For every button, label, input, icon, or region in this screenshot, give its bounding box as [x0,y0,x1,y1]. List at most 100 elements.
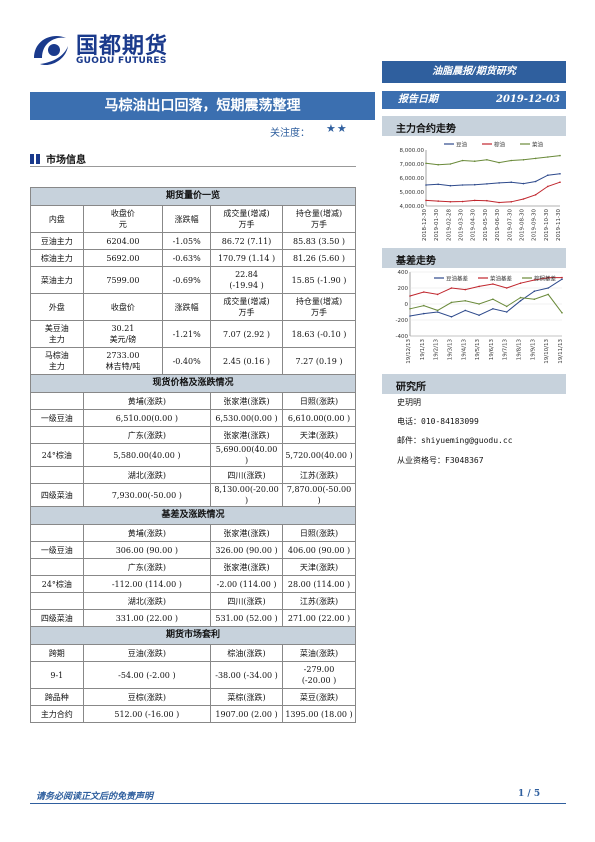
data-point [473,199,476,202]
analyst-name: 史玥明 [397,398,421,407]
report-date-bar: 报告日期 2019-12-03 [382,91,566,109]
x-tick-label: 2019-09-30 [532,209,538,241]
table-row: 跨期 豆油(涨跌) 棕油(涨跌) 菜油(涨跌) [30,644,356,662]
table-cell: 18.63 (-0.10 ) [282,320,356,348]
x-tick-label: 19/9/13 [530,339,536,361]
table-row: 湖北(涨跌) 四川(涨跌) 江苏(涨跌) [30,466,356,484]
table-cell: 6204.00 [82,232,164,250]
table-cell: 豆油主力 [30,232,84,250]
table-cell: 5692.00 [82,249,164,267]
x-tick-label: 2019-02-28 [446,209,452,241]
table-cell [30,524,84,542]
data-point [533,290,536,292]
disclaimer-note[interactable]: 请务必阅读正文后的免责声明 [36,792,154,802]
data-point [423,291,425,293]
data-point [534,180,537,183]
data-point [492,298,494,300]
table-cell: 江苏(涨跌) [282,466,356,484]
table-row: 外盘 收盘价 涨跌幅 成交量(增减) 万手 持仓量(增减) 万手 [30,293,356,321]
x-tick-label: 19/3/13 [447,339,453,361]
table-cell: 外盘 [30,293,84,321]
data-point [547,185,549,188]
table-cell: 406.00 (90.00 ) [282,541,356,559]
data-point [425,184,427,186]
data-point [450,301,453,304]
y-tick-label: 200 [398,286,409,292]
table-cell: 6,530.00(0.00 ) [210,409,284,427]
series-line-3 [409,293,563,314]
data-point [437,183,439,186]
analyst-email[interactable]: 邮件：shiyueming@guodu.cc [397,436,513,445]
data-point [498,161,500,164]
x-tick-label: 19/4/13 [461,339,467,361]
series-line-1 [409,278,563,318]
table-row: 24°棕油 -112.00 (114.00 ) -2.00 (114.00 ) 28.… [30,575,356,593]
table-cell: 一级豆油 [30,541,84,559]
data-point [498,182,500,184]
table-cell: 广东(涨跌) [82,426,212,444]
table-cell: 86.72 (7.11) [210,232,284,250]
table-row: 四级菜油 331.00 (22.00 ) 531.00 (52.00 ) 271.00… [30,609,356,627]
table-cell: 菜油(涨跌) [282,644,356,662]
table-cell: 马棕油 主力 [30,347,84,375]
y-tick-label: 8,000.00 [400,148,425,154]
data-point [423,312,425,315]
logo-english: GUODU FUTURES [76,56,167,66]
data-point [436,309,439,312]
table-cell: 成交量(增减) 万手 [210,293,284,321]
table-cell: 天津(涨跌) [282,426,356,444]
legend-label: 豆油 [456,141,468,149]
x-tick-label: 19/6/13 [489,339,495,361]
table-cell: 271.00 (22.00 ) [282,609,356,627]
data-point [473,160,476,162]
x-tick-label: 2019-05-30 [483,209,489,241]
table-cell [30,426,84,444]
data-point [449,201,452,203]
table-cell: 81.26 (5.60 ) [282,249,356,267]
table-cell: 跨期 [30,644,84,662]
data-point [522,159,525,161]
table-cell: 6,610.00(0.00 ) [282,409,356,427]
y-tick-label: -400 [396,334,409,340]
data-point [461,184,464,186]
data-point [425,199,427,202]
table-cell: 7599.00 [82,266,164,294]
data-point [486,159,488,161]
table-cell: 15.85 (-1.90 ) [282,266,356,294]
data-point [559,173,561,175]
research-header-bar [382,374,566,394]
table-cell: 一级豆油 [30,409,84,427]
data-point [492,283,494,285]
x-tick-label: 2019-03-30 [459,209,465,241]
table-cell: 512.00 (-16.00 ) [82,705,212,723]
table-cell: 江苏(涨跌) [282,592,356,610]
data-point [547,156,549,158]
table-cell: 24°棕油 [30,575,84,593]
basis-chart: -400 -200 0 200 400 19/12/13 19/1/13 19/2/13 19/… [396,270,564,364]
table-cell: -1.05% [162,232,212,250]
x-tick-label: 2019-08-30 [519,209,525,241]
data-point [437,163,439,166]
table-cell: 菜棕(涨跌) [210,688,284,706]
table-row: 湖北(涨跌) 四川(涨跌) 江苏(涨跌) [30,592,356,610]
y-tick-label: 6,000.00 [400,176,425,182]
table-section-title: 期货量价一览 [30,187,356,206]
x-tick-label: 2019-11-30 [556,209,562,241]
table-cell [30,558,84,576]
data-point [533,279,536,281]
table-row: 菜油主力 7599.00 -0.69% 22.84 (-19.94 ) 15.85 (-1… [30,266,356,294]
data-point [425,162,427,165]
data-point [547,276,549,279]
table-cell: -112.00 (114.00 ) [82,575,212,593]
table-cell: 持仓量(增减) 万手 [282,205,356,233]
table-cell: 收盘价元 [82,205,164,233]
data-point [409,315,411,317]
table-cell: 棕油主力 [30,249,84,267]
table-cell: 日照(涨跌) [282,392,356,410]
table-cell: 7,870.00(-50.00 ) [282,483,356,507]
data-point [409,308,411,310]
table-cell: 内盘 [30,205,84,233]
table-cell: 5,690.00(40.00 ) [210,443,284,467]
data-point [436,311,439,313]
data-point [461,200,464,203]
